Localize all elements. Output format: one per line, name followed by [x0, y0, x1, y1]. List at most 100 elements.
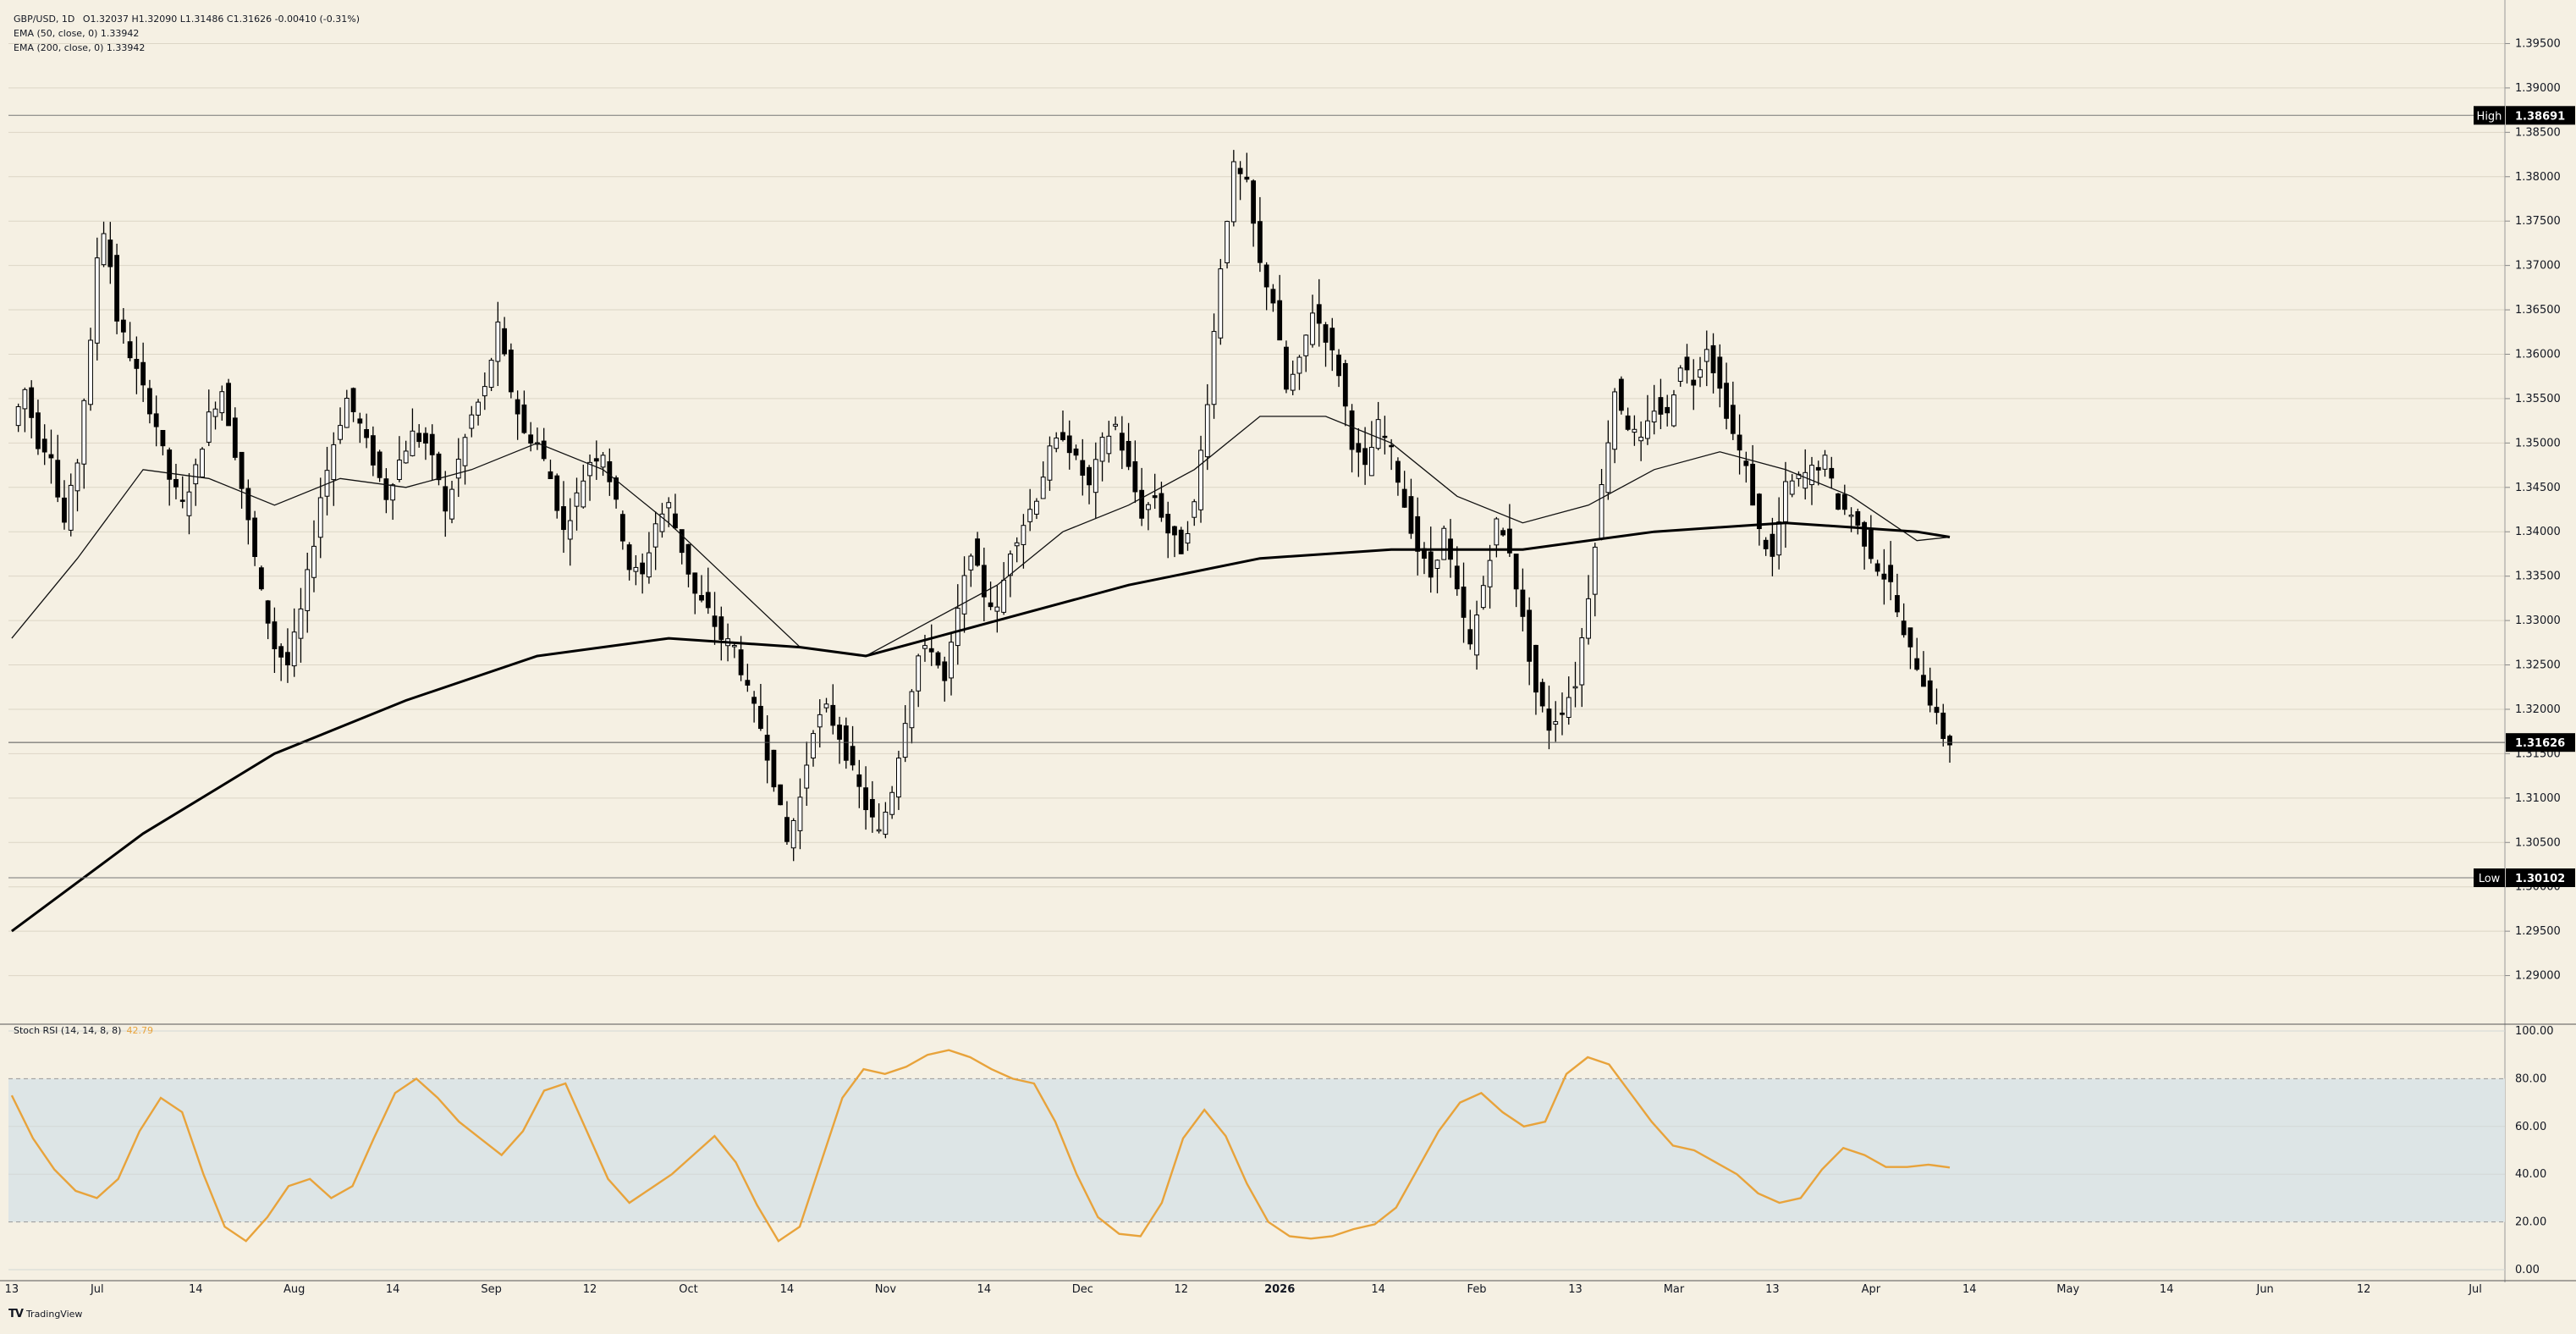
price-tick-label: 1.37000: [2515, 260, 2561, 273]
candle-body: [1290, 373, 1296, 391]
candle-body: [1947, 736, 1952, 746]
price-tick-label: 1.34500: [2515, 482, 2561, 494]
time-tick-label: 14: [780, 1283, 795, 1296]
candle-body: [1185, 532, 1191, 544]
candle-body: [397, 459, 402, 480]
candle-body: [652, 523, 658, 548]
candle-body: [206, 411, 212, 443]
candle-body: [1704, 349, 1709, 362]
candle-body: [574, 492, 580, 507]
candle-body: [127, 341, 133, 359]
time-tick-label: Apr: [1862, 1283, 1881, 1296]
candle-body: [863, 787, 868, 811]
candle-body: [1750, 463, 1756, 506]
candle-body: [1434, 560, 1440, 569]
high-label: High: [2477, 110, 2502, 123]
candle-body: [1763, 539, 1769, 549]
candle-body: [889, 791, 895, 815]
candle-body: [502, 328, 508, 355]
candle-body: [1336, 355, 1341, 377]
ema50-legend[interactable]: EMA (50, close, 0) 1.33942: [14, 28, 140, 39]
candle-body: [436, 453, 442, 481]
candle-body: [1001, 579, 1007, 613]
ema200-legend[interactable]: EMA (200, close, 0) 1.33942: [14, 42, 146, 53]
candle-body: [1618, 378, 1624, 411]
candle-body: [614, 477, 619, 500]
candle-body: [1546, 708, 1552, 731]
candle-body: [705, 592, 711, 609]
time-tick-label: Sep: [481, 1283, 502, 1296]
candle-body: [757, 705, 763, 730]
candle-body: [186, 491, 192, 516]
rsi-legend[interactable]: Stoch RSI (14, 14, 8, 8) 42.79: [14, 1025, 153, 1036]
candle-body: [988, 602, 994, 608]
candle-body: [344, 397, 350, 428]
candle-body: [1520, 589, 1526, 617]
candle-body: [1756, 493, 1762, 530]
candle-body: [1579, 637, 1585, 686]
time-tick-label: 13: [5, 1283, 19, 1296]
candle-body: [1113, 423, 1118, 427]
candle-body: [1230, 161, 1236, 223]
candle-body: [922, 645, 927, 649]
candle-body: [1389, 444, 1395, 448]
candle-body: [981, 565, 987, 598]
candle-body: [1251, 180, 1257, 224]
candle-body: [1099, 437, 1105, 462]
candle-body: [1401, 488, 1407, 508]
candle-body: [62, 497, 67, 523]
candle-body: [1783, 481, 1788, 522]
candle-body: [455, 458, 461, 479]
tradingview-logo-icon: TV: [8, 1308, 24, 1320]
candle-body: [751, 697, 757, 704]
time-tick-label: Feb: [1467, 1283, 1487, 1296]
candle-body: [561, 506, 566, 531]
candle-body: [317, 497, 323, 538]
candle-body: [1717, 356, 1723, 389]
candle-body: [1934, 707, 1940, 714]
candle-body: [1625, 415, 1631, 430]
candle-body: [1638, 436, 1644, 442]
time-tick-label: May: [2056, 1283, 2079, 1296]
candle-body: [1671, 394, 1676, 427]
candle-body: [449, 488, 454, 520]
candle-body: [1605, 442, 1611, 493]
candle-body: [383, 478, 389, 500]
price-tick-label: 1.35500: [2515, 393, 2561, 405]
symbol-ohlc-line: GBP/USD, 1D O1.32037 H1.32090 L1.31486 C…: [14, 12, 365, 26]
candle-body: [607, 460, 613, 482]
candle-body: [1007, 554, 1013, 576]
candle-body: [147, 388, 152, 415]
time-tick-label: 14: [386, 1283, 400, 1296]
candle-body: [153, 413, 159, 427]
candle-body: [1211, 331, 1217, 405]
high-price-label: 1.38691: [2515, 110, 2565, 123]
rsi-tick-label: 60.00: [2515, 1121, 2546, 1133]
candle-body: [1691, 379, 1697, 386]
candle-body: [1513, 554, 1519, 590]
time-tick-label: 2026: [1264, 1283, 1295, 1296]
candle-body: [1284, 346, 1289, 390]
candle-body: [699, 595, 704, 601]
rsi-tick-label: 40.00: [2515, 1168, 2546, 1181]
candle-body: [226, 383, 231, 427]
price-tick-label: 1.38000: [2515, 171, 2561, 184]
candle-body: [712, 615, 718, 627]
candle-body: [718, 616, 724, 640]
candle-body: [1073, 448, 1079, 456]
candle-body: [1494, 518, 1500, 546]
candle-body: [1645, 420, 1650, 439]
candle-body: [1316, 304, 1322, 324]
tradingview-brand[interactable]: TV TradingView: [8, 1308, 82, 1320]
candle-body: [1743, 460, 1749, 466]
candle-body: [338, 425, 343, 440]
candle-body: [74, 462, 80, 492]
candle-body: [416, 433, 422, 443]
candle-body: [36, 412, 41, 449]
time-tick-label: 14: [977, 1283, 992, 1296]
candle-body: [272, 621, 278, 649]
candle-body: [1533, 644, 1538, 693]
candle-body: [797, 797, 803, 831]
